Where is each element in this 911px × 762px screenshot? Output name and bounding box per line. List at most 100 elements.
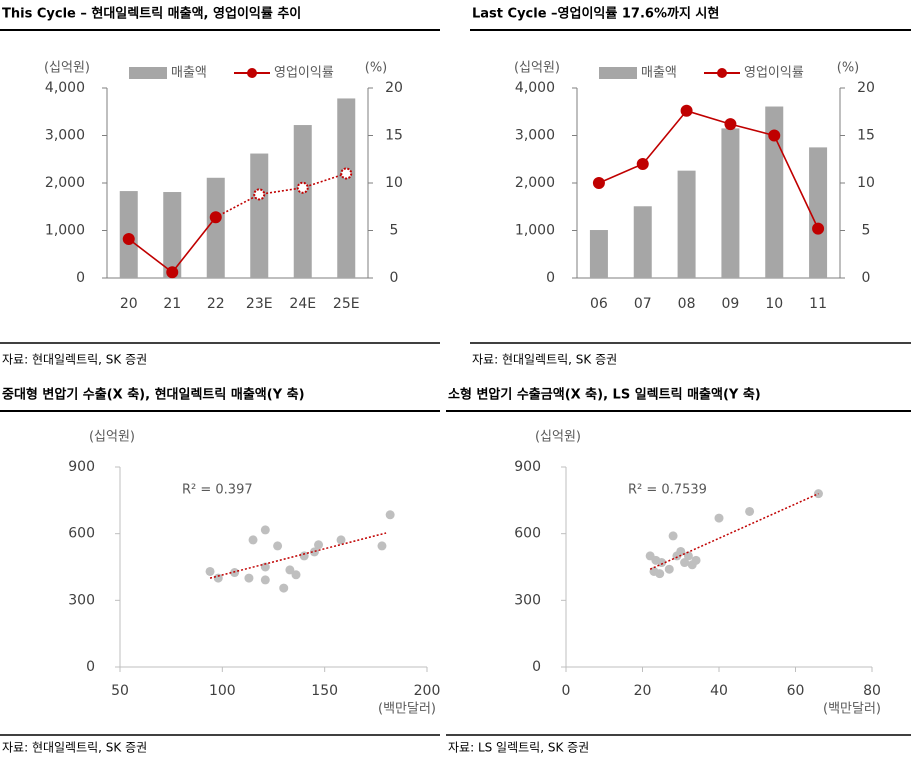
x-tick-label: 11 — [809, 296, 827, 312]
x-tick-label: 06 — [590, 296, 608, 312]
y-axis-label: (십억원) — [44, 61, 90, 76]
line-marker — [724, 118, 737, 131]
point — [285, 565, 295, 575]
line-marker — [812, 222, 825, 235]
line-marker — [209, 211, 222, 224]
bar — [163, 192, 182, 278]
point — [664, 564, 674, 574]
point — [691, 555, 701, 565]
legend-marker — [717, 68, 727, 78]
point — [205, 566, 215, 576]
y-tick-label: 2,000 — [515, 175, 555, 191]
point — [309, 547, 319, 557]
y2-tick-label: 10 — [385, 175, 403, 191]
point — [377, 541, 387, 551]
source-note: 자료: 현대일렉트릭, SK 증권 — [2, 353, 147, 367]
y2-tick-label: 5 — [390, 223, 399, 239]
line — [215, 172, 347, 218]
bar — [633, 206, 652, 278]
y-tick-label: 300 — [68, 592, 95, 608]
chart-title: This Cycle – 현대일렉트릭 매출액, 영업이익률 추이 — [2, 6, 301, 22]
trendline — [649, 492, 819, 570]
y-axis-label: (십억원) — [514, 61, 560, 76]
point — [273, 541, 283, 551]
bar — [337, 98, 356, 278]
y2-tick-label: 15 — [385, 128, 403, 144]
point — [655, 569, 665, 579]
y-axis-label: (십억원) — [89, 430, 135, 445]
point — [657, 558, 667, 568]
y-tick-label: 900 — [514, 459, 541, 475]
line-marker — [296, 181, 309, 194]
x-tick-label: 0 — [562, 683, 571, 699]
x-tick-label: 40 — [710, 683, 728, 699]
legend-label: 영업이익률 — [744, 66, 804, 81]
x-tick-label: 80 — [863, 683, 881, 699]
annotation: R² = 0.7539 — [628, 483, 707, 498]
y2-tick-label: 0 — [862, 270, 871, 286]
y-tick-label: 1,000 — [45, 223, 85, 239]
y-tick-label: 900 — [68, 459, 95, 475]
point — [336, 535, 346, 545]
x-tick-label: 150 — [311, 683, 338, 699]
point — [279, 583, 289, 593]
bar — [206, 177, 225, 278]
y-tick-label: 4,000 — [515, 80, 555, 96]
point — [244, 573, 254, 583]
point — [745, 506, 755, 516]
y2-tick-label: 5 — [862, 223, 871, 239]
point — [260, 562, 270, 572]
line-marker — [122, 233, 135, 246]
bar — [250, 153, 269, 278]
y-tick-label: 3,000 — [45, 128, 85, 144]
point — [260, 525, 270, 535]
y-tick-label: 3,000 — [515, 128, 555, 144]
x-tick-label: 09 — [722, 296, 740, 312]
y-tick-label: 0 — [532, 659, 541, 675]
chart-title: Last Cycle –영업이익률 17.6%까지 시현 — [472, 6, 719, 22]
x-tick-label: 60 — [787, 683, 805, 699]
legend-label: 영업이익률 — [274, 66, 334, 81]
y-tick-label: 4,000 — [45, 80, 85, 96]
y-tick-label: 0 — [76, 270, 85, 286]
point — [248, 535, 258, 545]
line-marker — [768, 129, 781, 142]
bar — [677, 170, 696, 278]
line-marker — [680, 104, 693, 117]
x-tick-label: 50 — [111, 683, 129, 699]
annotation: R² = 0.397 — [182, 483, 253, 498]
legend-label: 매출액 — [171, 66, 207, 81]
y2-tick-label: 10 — [857, 175, 875, 191]
y-tick-label: 600 — [514, 526, 541, 542]
source-note: 자료: 현대일렉트릭, SK 증권 — [472, 353, 617, 367]
y-tick-label: 0 — [86, 659, 95, 675]
line-marker — [636, 158, 649, 170]
legend-label: 매출액 — [641, 66, 677, 81]
line-marker — [592, 177, 605, 189]
point — [291, 570, 301, 580]
line-marker — [253, 188, 266, 201]
y2-axis-label: (%) — [837, 61, 860, 76]
chart-title: 소형 변압기 수출금액(X 축), LS 일렉트릭 매출액(Y 축) — [448, 387, 761, 403]
chart-title: 중대형 변압기 수출(X 축), 현대일렉트릭 매출액(Y 축) — [2, 387, 305, 403]
x-tick-label: 08 — [678, 296, 696, 312]
y-tick-label: 300 — [514, 592, 541, 608]
y2-tick-label: 15 — [857, 128, 875, 144]
legend-swatch — [129, 67, 167, 79]
bar — [589, 230, 608, 278]
point — [385, 510, 395, 520]
y-tick-label: 600 — [68, 526, 95, 542]
bar — [293, 125, 312, 278]
y2-axis-label: (%) — [365, 61, 388, 76]
x-tick-label: 200 — [414, 683, 441, 699]
y2-tick-label: 20 — [385, 80, 403, 96]
y-axis-label: (십억원) — [535, 430, 581, 445]
point — [299, 551, 309, 561]
bar — [765, 106, 784, 279]
point — [260, 575, 270, 585]
x-tick-label: 20 — [634, 683, 652, 699]
line-marker — [340, 167, 353, 180]
point — [714, 513, 724, 523]
x-tick-label: 25E — [333, 296, 360, 312]
point — [213, 573, 223, 583]
